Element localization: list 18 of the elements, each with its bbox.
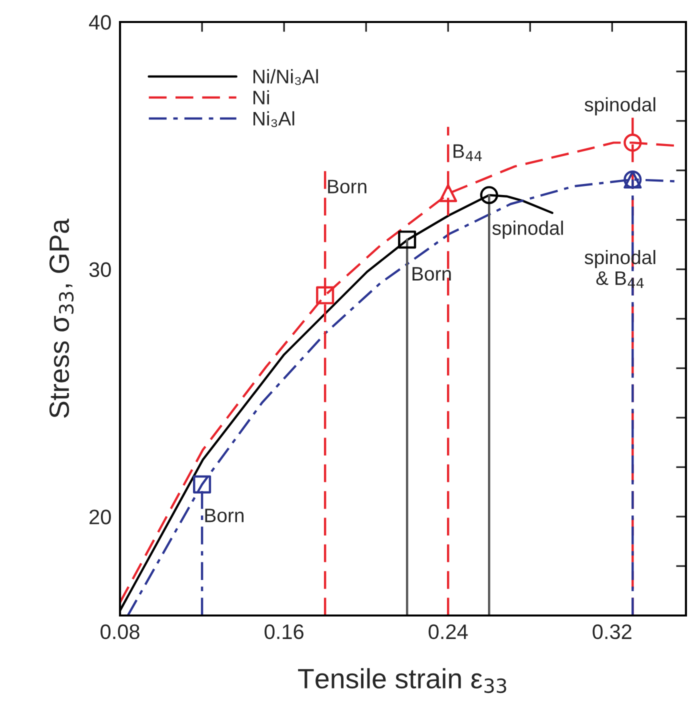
y-tick-label: 20 <box>90 510 111 524</box>
legend-label: Ni₃Al <box>253 111 294 128</box>
x-tick-label: 0.24 <box>428 624 468 640</box>
annotation: Born <box>205 508 244 522</box>
x-tick-label: 0.32 <box>592 624 632 640</box>
y-tick-label: 40 <box>89 14 111 30</box>
annotation: Born <box>412 267 451 281</box>
y-tick-label: 30 <box>89 262 111 278</box>
legend-label: Ni <box>253 90 269 104</box>
annotation: spinodal <box>584 97 656 116</box>
y-axis-title: Stress σ$_{33}$, GPa <box>49 218 74 418</box>
x-tick-label: 0.08 <box>100 624 140 640</box>
x-tick-label: 0.16 <box>264 624 304 640</box>
legend-label: Ni/Ni₃Al <box>253 69 318 86</box>
annotation: Born <box>328 180 366 194</box>
annotation: spinodal <box>492 220 563 239</box>
x-axis-title: Tensile strain ε$_{33}$ <box>298 668 506 694</box>
annotation: B$_{44}$ <box>454 144 482 161</box>
